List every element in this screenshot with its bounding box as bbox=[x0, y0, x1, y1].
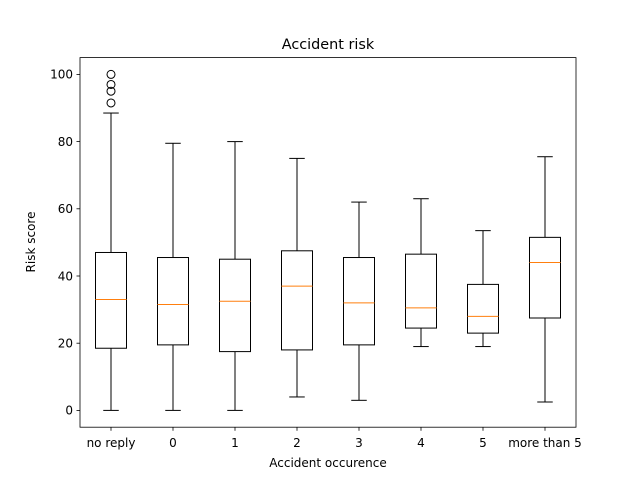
x-axis-label: Accident occurence bbox=[269, 456, 386, 470]
y-tick-label: 60 bbox=[58, 202, 73, 216]
x-tick-label: 1 bbox=[231, 436, 239, 450]
outlier-point bbox=[106, 69, 116, 79]
box-6 bbox=[467, 230, 499, 348]
x-tick-label: 5 bbox=[479, 436, 487, 450]
box-0 bbox=[95, 69, 127, 411]
outlier-point bbox=[106, 86, 116, 96]
x-tick-label: 0 bbox=[169, 436, 177, 450]
plot-area bbox=[95, 69, 561, 411]
y-tick-label: 0 bbox=[65, 404, 73, 418]
x-tick-label: 4 bbox=[417, 436, 425, 450]
iqr-box bbox=[405, 253, 437, 329]
outlier-point bbox=[106, 98, 116, 108]
axes-frame bbox=[79, 57, 577, 428]
box-4 bbox=[343, 201, 375, 401]
y-tick-label: 100 bbox=[50, 68, 73, 82]
box-3 bbox=[281, 157, 313, 398]
y-axis-label: Risk score bbox=[24, 212, 38, 273]
iqr-box bbox=[157, 257, 189, 346]
iqr-box bbox=[343, 257, 375, 346]
x-tick-label: more than 5 bbox=[508, 436, 582, 450]
box-5 bbox=[405, 198, 437, 348]
box-2 bbox=[219, 141, 251, 411]
x-tick-label: 3 bbox=[355, 436, 363, 450]
box-1 bbox=[157, 142, 189, 411]
iqr-box bbox=[467, 283, 499, 334]
x-axis: no reply 0 1 2 3 4 5 more than 5 bbox=[87, 427, 582, 450]
chart-title: Accident risk bbox=[282, 37, 375, 53]
iqr-box bbox=[95, 251, 127, 349]
y-tick-label: 80 bbox=[58, 135, 73, 149]
box-7 bbox=[529, 156, 561, 403]
iqr-box bbox=[529, 236, 561, 319]
y-axis: 0 20 40 60 80 100 bbox=[50, 68, 80, 418]
x-tick-label: no reply bbox=[87, 436, 136, 450]
iqr-box bbox=[219, 258, 251, 353]
iqr-box bbox=[281, 250, 313, 351]
y-tick-label: 20 bbox=[58, 337, 73, 351]
outlier-point bbox=[106, 79, 116, 89]
x-tick-label: 2 bbox=[293, 436, 301, 450]
y-tick-label: 40 bbox=[58, 269, 73, 283]
